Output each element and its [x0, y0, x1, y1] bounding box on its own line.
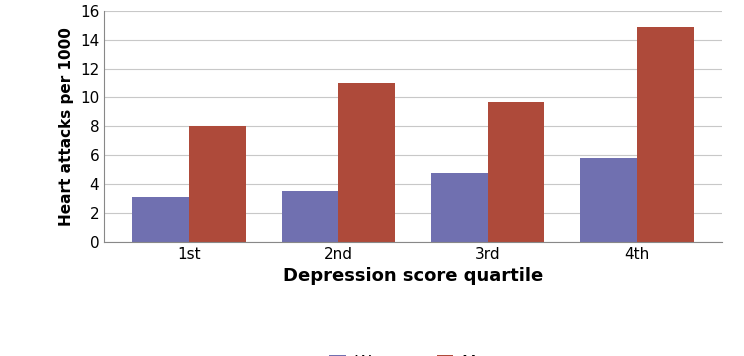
X-axis label: Depression score quartile: Depression score quartile	[283, 267, 543, 286]
Y-axis label: Heart attacks per 1000: Heart attacks per 1000	[60, 27, 74, 226]
Bar	[132, 197, 189, 242]
Bar	[431, 173, 487, 242]
Bar	[637, 27, 693, 242]
Bar	[487, 102, 545, 242]
Bar	[580, 158, 637, 242]
Legend: Women, Men: Women, Men	[322, 347, 504, 356]
Bar	[189, 126, 246, 242]
Bar	[339, 83, 395, 242]
Bar	[281, 192, 339, 242]
